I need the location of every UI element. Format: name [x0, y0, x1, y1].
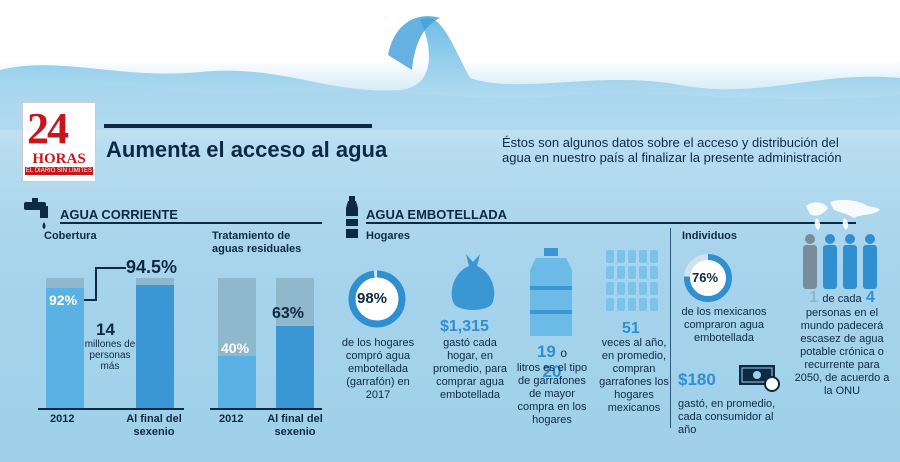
- cobertura-label: Cobertura: [44, 230, 97, 242]
- stat-litros-v1: 19: [536, 342, 556, 361]
- xlabel-cobertura-final: Al final del sexenio: [126, 413, 182, 438]
- xlabel-tratamiento-2012: 2012: [219, 413, 244, 425]
- world-map-icon: [806, 199, 880, 230]
- section-heading-embotellada: AGUA EMBOTELLADA: [366, 207, 508, 222]
- bar-cobertura-final: [136, 285, 174, 408]
- callout-bracket: [84, 267, 126, 301]
- xlabel-cobertura-2012: 2012: [50, 413, 75, 425]
- person-head: [845, 234, 855, 244]
- page-subtitle: Éstos son algunos datos sobre el acceso …: [502, 135, 842, 165]
- bar-label-tratamiento-final: 63%: [272, 305, 305, 322]
- stat-onu-mid: de cada: [822, 293, 862, 305]
- person-body: [863, 245, 877, 289]
- stat-litros-text: litros es el tipo de garrafones de mayor…: [516, 362, 588, 426]
- water-bottle-icon: [346, 196, 358, 238]
- bottle-glyph: [628, 250, 636, 263]
- stat-individuos-text: de los mexicanos compraron agua embotell…: [681, 306, 767, 344]
- cobertura-note-text: millones de personas más: [84, 339, 136, 372]
- section-heading-corriente: AGUA CORRIENTE: [60, 207, 178, 222]
- bottle-glyph: [617, 282, 625, 295]
- donut-hogares: [348, 270, 406, 328]
- stat-veces-value: 51: [622, 320, 640, 337]
- tratamiento-label: Tratamiento de aguas residuales: [212, 230, 302, 255]
- people-icon: [803, 234, 877, 289]
- person-body: [803, 245, 817, 289]
- section-rule-corriente: [60, 222, 322, 224]
- title-rule: [104, 124, 372, 128]
- water-wave-illustration: [0, 16, 900, 130]
- brand-name: HORAS: [32, 151, 86, 167]
- brand-slogan: EL DIARIO SIN LÍMITES: [25, 167, 93, 175]
- brand-logo: 24 HORAS EL DIARIO SIN LÍMITES: [22, 102, 96, 182]
- xlabel-tratamiento-final: Al final del sexenio: [267, 413, 323, 438]
- stat-veces-text: veces al año, en promedio, compran garra…: [599, 337, 669, 414]
- bottle-glyph: [606, 282, 614, 295]
- divider: [670, 228, 671, 428]
- bottle-glyph: [606, 298, 614, 311]
- axis-cobertura: [38, 408, 184, 410]
- cobertura-note-number: 14: [96, 320, 115, 339]
- bottle-glyph: [617, 298, 625, 311]
- stat-consumidor-text: gastó, en promedio, cada consumidor al a…: [678, 398, 776, 436]
- individuos-label: Individuos: [682, 230, 737, 242]
- stat-litros-conn: o: [560, 346, 568, 360]
- bar-cobertura-2012: [46, 288, 84, 408]
- bottle-glyph: [639, 298, 647, 311]
- bar-label-tratamiento-2012: 40%: [221, 340, 250, 356]
- bottle-glyph: [606, 250, 614, 263]
- bottle-glyph: [628, 266, 636, 279]
- stat-hogares-text: de los hogares compró agua embotellada (…: [341, 337, 415, 401]
- bottle-glyph: [650, 298, 658, 311]
- axis-tratamiento: [210, 408, 322, 410]
- bottle-glyph: [639, 266, 647, 279]
- stat-onu-v1: 1: [809, 289, 818, 306]
- water-jug-icon: [530, 248, 572, 336]
- stat-litros-values: 19 o 20: [526, 342, 578, 382]
- bottle-glyph: [650, 250, 658, 263]
- section-rule-embotellada: [366, 222, 856, 224]
- faucet-icon: [24, 198, 48, 229]
- bottle-glyph: [628, 282, 636, 295]
- stat-gasto-hogar-value: $1,315: [440, 318, 489, 335]
- bottle-glyph: [650, 266, 658, 279]
- stat-litros-v2: 20: [542, 362, 562, 381]
- bar-tratamiento-final: [276, 326, 314, 408]
- person-body: [843, 245, 857, 289]
- bottle-glyph: [650, 282, 658, 295]
- page-title: Aumenta el acceso al agua: [106, 137, 388, 162]
- stat-onu-text: personas en el mundo padecerá escasez de…: [794, 307, 890, 397]
- brand-number: 24: [27, 104, 69, 153]
- person-head: [825, 234, 835, 244]
- bottle-glyph: [639, 282, 647, 295]
- bottle-glyph: [639, 250, 647, 263]
- bottle-glyph: [606, 266, 614, 279]
- person-head: [805, 234, 815, 244]
- bar-label-cobertura-final: 94.5%: [126, 257, 178, 277]
- person-head: [865, 234, 875, 244]
- hogares-label: Hogares: [366, 230, 411, 242]
- stat-consumidor-value: $180: [678, 370, 716, 389]
- stat-gasto-hogar-text: gastó cada hogar, en promedio, para comp…: [433, 337, 507, 401]
- stat-onu-headline: 1 de cada 4: [800, 289, 884, 307]
- stat-onu-v2: 4: [866, 289, 875, 306]
- person-body: [823, 245, 837, 289]
- bottles-grid-icon: [606, 250, 658, 311]
- bar-tratamiento-2012: [218, 356, 256, 408]
- donut-individuos: [684, 254, 732, 302]
- trash-bag-icon: [451, 254, 495, 310]
- bar-label-cobertura-2012: 92%: [49, 292, 78, 308]
- bottle-glyph: [628, 298, 636, 311]
- stat-individuos-value: 76%: [692, 270, 719, 285]
- bottle-glyph: [617, 266, 625, 279]
- money-icon: [739, 365, 780, 392]
- bottle-glyph: [617, 250, 625, 263]
- stat-hogares-value: 98%: [357, 290, 388, 307]
